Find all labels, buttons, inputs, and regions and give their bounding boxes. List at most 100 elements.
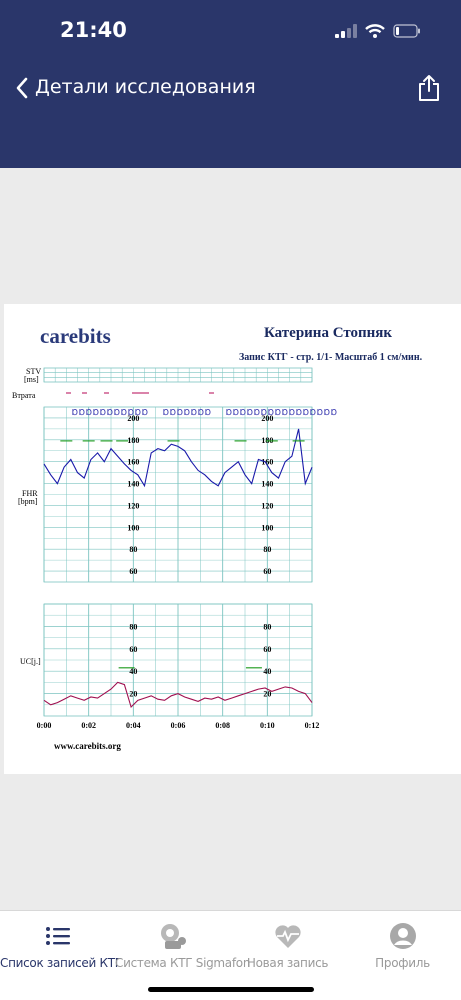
- decel-indicator: Ɒ: [296, 408, 302, 417]
- decel-indicator: Ɒ: [254, 408, 260, 417]
- fhr-tick-label: 120: [127, 501, 139, 510]
- fhr-tick-label: 160: [127, 458, 139, 467]
- stv-unit: [ms]: [24, 375, 39, 384]
- tab-label: Новая запись: [246, 956, 329, 970]
- decel-indicator: Ɒ: [198, 408, 204, 417]
- fhr-tick-label: 180: [261, 436, 273, 445]
- decel-indicator: Ɒ: [86, 408, 92, 417]
- fhr-tick-label: 200: [127, 414, 139, 423]
- status-time: 21:40: [60, 18, 127, 42]
- stv-strip: [43, 367, 313, 383]
- uc-tick-label: 20: [129, 690, 137, 699]
- tab-new-record[interactable]: Новая запись: [230, 921, 345, 970]
- uc-tick-labels: 80 60 40 20 80 60 40 20: [129, 622, 271, 698]
- decel-indicator: Ɒ: [72, 408, 78, 417]
- uc-tick-label: 40: [129, 667, 137, 676]
- fhr-tick-label: 200: [261, 414, 273, 423]
- ctg-report-canvas: carebits Катерина Стопняк Запис КТГ - ст…: [12, 324, 423, 751]
- uc-series-line: [43, 681, 313, 709]
- fhr-grid: [43, 406, 313, 583]
- decel-indicator: Ɒ: [177, 408, 183, 417]
- decel-indicator: Ɒ: [310, 408, 316, 417]
- tab-bar: Список записей КТГ Система КТГ Sigmafon …: [0, 910, 461, 1000]
- fhr-tick-label: 60: [129, 567, 137, 576]
- decel-indicator: Ɒ: [135, 408, 141, 417]
- decel-indicator: Ɒ: [247, 408, 253, 417]
- decel-indicator: Ɒ: [205, 408, 211, 417]
- fhr-tick-label: 140: [261, 480, 273, 489]
- decel-indicator: Ɒ: [324, 408, 330, 417]
- fhr-tick-label: 160: [261, 458, 273, 467]
- time-tick-label: 0:12: [305, 721, 320, 730]
- decel-indicator: Ɒ: [303, 408, 309, 417]
- uc-tick-label: 80: [263, 622, 271, 631]
- fhr-tick-label: 140: [127, 480, 139, 489]
- fhr-unit: [bpm]: [18, 497, 38, 506]
- fhr-series-line: [43, 428, 313, 488]
- time-tick-label: 0:02: [81, 721, 96, 730]
- patient-name: Катерина Стопняк: [264, 325, 392, 341]
- heart-pulse-icon: [274, 925, 301, 948]
- tab-label: Список записей КТГ: [0, 956, 122, 970]
- decel-indicator: Ɒ: [142, 408, 148, 417]
- decel-indicator: Ɒ: [121, 408, 127, 417]
- share-icon[interactable]: [417, 74, 441, 102]
- decel-indicator: Ɒ: [261, 408, 267, 417]
- carebits-logo: carebits: [40, 324, 111, 348]
- tab-label: Профиль: [375, 956, 430, 970]
- fhr-tick-label: 80: [263, 545, 271, 554]
- website-link[interactable]: www.carebits.org: [54, 741, 121, 751]
- time-tick-label: 0:00: [37, 721, 52, 730]
- fhr-tick-label: 60: [263, 567, 271, 576]
- wifi-icon: [365, 24, 385, 38]
- fhr-tick-label: 80: [129, 545, 137, 554]
- time-tick-label: 0:10: [260, 721, 275, 730]
- decel-indicator: Ɒ: [233, 408, 239, 417]
- fhr-tick-label: 100: [127, 523, 139, 532]
- decel-indicator: Ɒ: [170, 408, 176, 417]
- decel-indicator: Ɒ: [93, 408, 99, 417]
- decel-indicator: Ɒ: [268, 408, 274, 417]
- uc-grid: [43, 603, 313, 717]
- decel-indicator: Ɒ: [191, 408, 197, 417]
- tab-ctg-list[interactable]: Список записей КТГ: [0, 921, 122, 970]
- fhr-tick-labels: 200 180 160 140 120 100 80 60 200 180 160 140 120 100…: [127, 414, 273, 576]
- content-area: carebits Катерина Стопняк Запис КТГ - ст…: [0, 168, 461, 910]
- decel-indicator: Ɒ: [163, 408, 169, 417]
- signal-icon: [335, 24, 357, 38]
- decel-indicator: Ɒ: [114, 408, 120, 417]
- time-tick-label: 0:08: [215, 721, 230, 730]
- loss-label: Втрата: [12, 391, 36, 400]
- uc-tick-label: 80: [129, 622, 137, 631]
- decel-indicator: Ɒ: [107, 408, 113, 417]
- time-tick-labels: 0:00 0:02 0:04 0:06 0:08 0:10 0:12: [37, 721, 320, 730]
- decel-indicator: Ɒ: [128, 408, 134, 417]
- decel-indicator: Ɒ: [275, 408, 281, 417]
- uc-tick-label: 20: [263, 690, 271, 699]
- system-icons: [335, 22, 421, 40]
- decel-indicator: Ɒ: [226, 408, 232, 417]
- uc-tick-label: 60: [263, 645, 271, 654]
- back-icon[interactable]: [12, 76, 36, 100]
- tab-profile[interactable]: Профиль: [345, 921, 460, 970]
- home-indicator: [148, 987, 314, 992]
- fhr-label: FHR: [22, 489, 38, 498]
- decel-indicator: Ɒ: [100, 408, 106, 417]
- fhr-tick-label: 180: [127, 436, 139, 445]
- uc-tick-label: 60: [129, 645, 137, 654]
- decel-indicator: Ɒ: [79, 408, 85, 417]
- time-tick-label: 0:06: [171, 721, 186, 730]
- report-subtitle: Запис КТГ - стр. 1/1- Масштаб 1 см/мин.: [239, 352, 423, 363]
- battery-icon: [393, 24, 420, 38]
- fhr-tick-label: 120: [261, 501, 273, 510]
- stv-label: STV: [26, 367, 41, 376]
- decel-indicator: Ɒ: [317, 408, 323, 417]
- tab-label: Система КТГ Sigmafon: [115, 956, 251, 970]
- nav-bar: Детали исследования: [0, 60, 461, 168]
- page-title: Детали исследования: [35, 76, 256, 98]
- decel-indicator: Ɒ: [282, 408, 288, 417]
- decel-indicator: Ɒ: [184, 408, 190, 417]
- ctg-report[interactable]: carebits Катерина Стопняк Запис КТГ - ст…: [4, 304, 461, 774]
- tab-sigmafon-system[interactable]: Система КТГ Sigmafon: [115, 921, 251, 970]
- fhr-tick-label: 100: [261, 523, 273, 532]
